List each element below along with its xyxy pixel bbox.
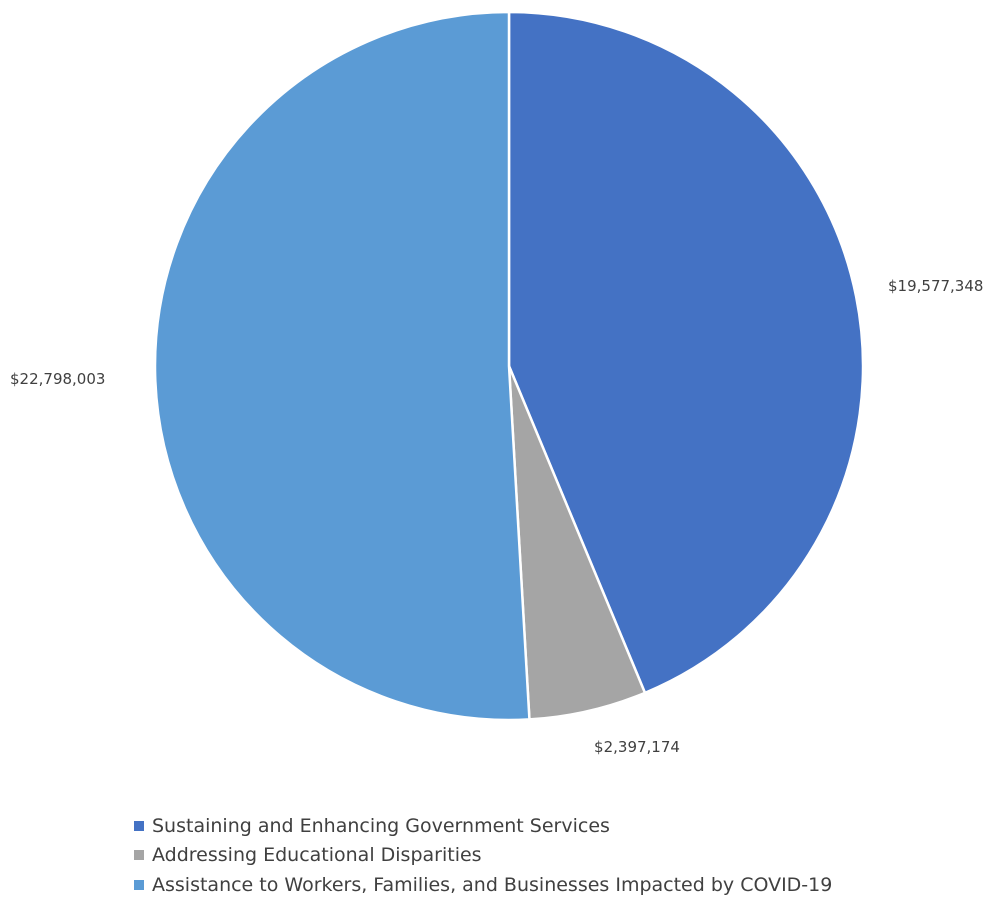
pie-chart: $19,577,348 $2,397,174 $22,798,003: [10, 10, 983, 756]
legend: Sustaining and Enhancing Government Serv…: [134, 811, 832, 900]
data-label-covid-assistance: $22,798,003: [10, 370, 105, 388]
legend-swatch-covid-assistance: [134, 879, 144, 890]
legend-label-educational-disparities: Addressing Educational Disparities: [152, 844, 482, 867]
data-labels: $19,577,348 $2,397,174 $22,798,003: [10, 277, 983, 756]
legend-label-government-services: Sustaining and Enhancing Government Serv…: [152, 814, 610, 837]
legend-item-educational-disparities: Addressing Educational Disparities: [134, 841, 832, 871]
pie-slices: [153, 10, 865, 722]
legend-item-covid-assistance: Assistance to Workers, Families, and Bus…: [134, 870, 832, 900]
pie-slice-government-services: [507, 10, 865, 695]
data-label-government-services: $19,577,348: [888, 277, 983, 295]
legend-swatch-educational-disparities: [134, 850, 144, 861]
legend-label-covid-assistance: Assistance to Workers, Families, and Bus…: [152, 873, 833, 896]
legend-swatch-government-services: [134, 820, 144, 831]
legend-item-government-services: Sustaining and Enhancing Government Serv…: [134, 811, 832, 841]
data-label-educational-disparities: $2,397,174: [594, 738, 680, 756]
pie-slice-covid-assistance: [153, 10, 531, 722]
